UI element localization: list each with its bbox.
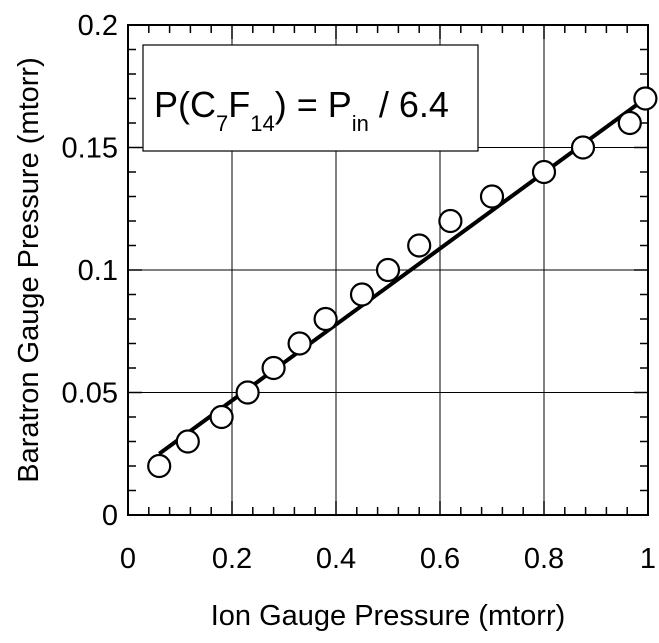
data-point bbox=[313, 306, 338, 332]
data-point bbox=[407, 233, 432, 258]
plot-frame bbox=[127, 24, 649, 516]
annotation-sub-7: 7 bbox=[216, 111, 228, 136]
y-axis-label: Baratron Gauge Pressure (mtorr) bbox=[13, 57, 45, 482]
tick-labels: 0 0.2 0.4 0.6 0.8 1 0 0.05 0.1 0.15 0.2 bbox=[62, 10, 657, 575]
data-point bbox=[235, 380, 260, 405]
x-tick-label: 1 bbox=[640, 543, 656, 575]
data-point bbox=[438, 208, 463, 234]
annotation-sub-14: 14 bbox=[250, 111, 274, 136]
equation-annotation: P(C7F14) = Pin / 6.4 bbox=[142, 44, 479, 152]
y-tick-label: 0.2 bbox=[78, 10, 118, 42]
data-point bbox=[633, 86, 658, 111]
x-tick-label: 0.8 bbox=[524, 543, 564, 575]
annotation-prefix: P(C bbox=[154, 84, 216, 125]
data-point bbox=[570, 135, 596, 160]
data-point bbox=[287, 331, 312, 356]
data-point bbox=[349, 282, 375, 307]
annotation-text: P(C7F14) = Pin / 6.4 bbox=[154, 84, 449, 136]
y-tick-label: 0.1 bbox=[78, 255, 118, 287]
annotation-box bbox=[142, 44, 479, 152]
x-tick-label: 0.6 bbox=[420, 543, 460, 575]
data-point bbox=[209, 404, 234, 430]
data-point bbox=[375, 257, 401, 283]
data-point bbox=[531, 159, 557, 185]
data-points bbox=[147, 86, 658, 479]
data-point bbox=[261, 355, 286, 381]
annotation-suffix: / 6.4 bbox=[369, 84, 449, 125]
x-tick-label: 0.2 bbox=[212, 543, 252, 575]
x-tick-label: 0.4 bbox=[316, 543, 356, 575]
annotation-equals-P: ) = P bbox=[275, 84, 352, 125]
data-point bbox=[175, 429, 200, 454]
annotation-F: F bbox=[228, 84, 250, 125]
y-tick-label: 0.05 bbox=[62, 378, 118, 410]
y-tick-label: 0 bbox=[102, 500, 118, 532]
data-point bbox=[147, 453, 172, 479]
x-tick-label: 0 bbox=[120, 543, 136, 575]
y-tick-label: 0.15 bbox=[62, 133, 118, 165]
data-point bbox=[479, 184, 505, 209]
x-axis-label: Ion Gauge Pressure (mtorr) bbox=[211, 600, 566, 632]
annotation-sub-in: in bbox=[352, 111, 369, 136]
data-point bbox=[617, 110, 642, 136]
